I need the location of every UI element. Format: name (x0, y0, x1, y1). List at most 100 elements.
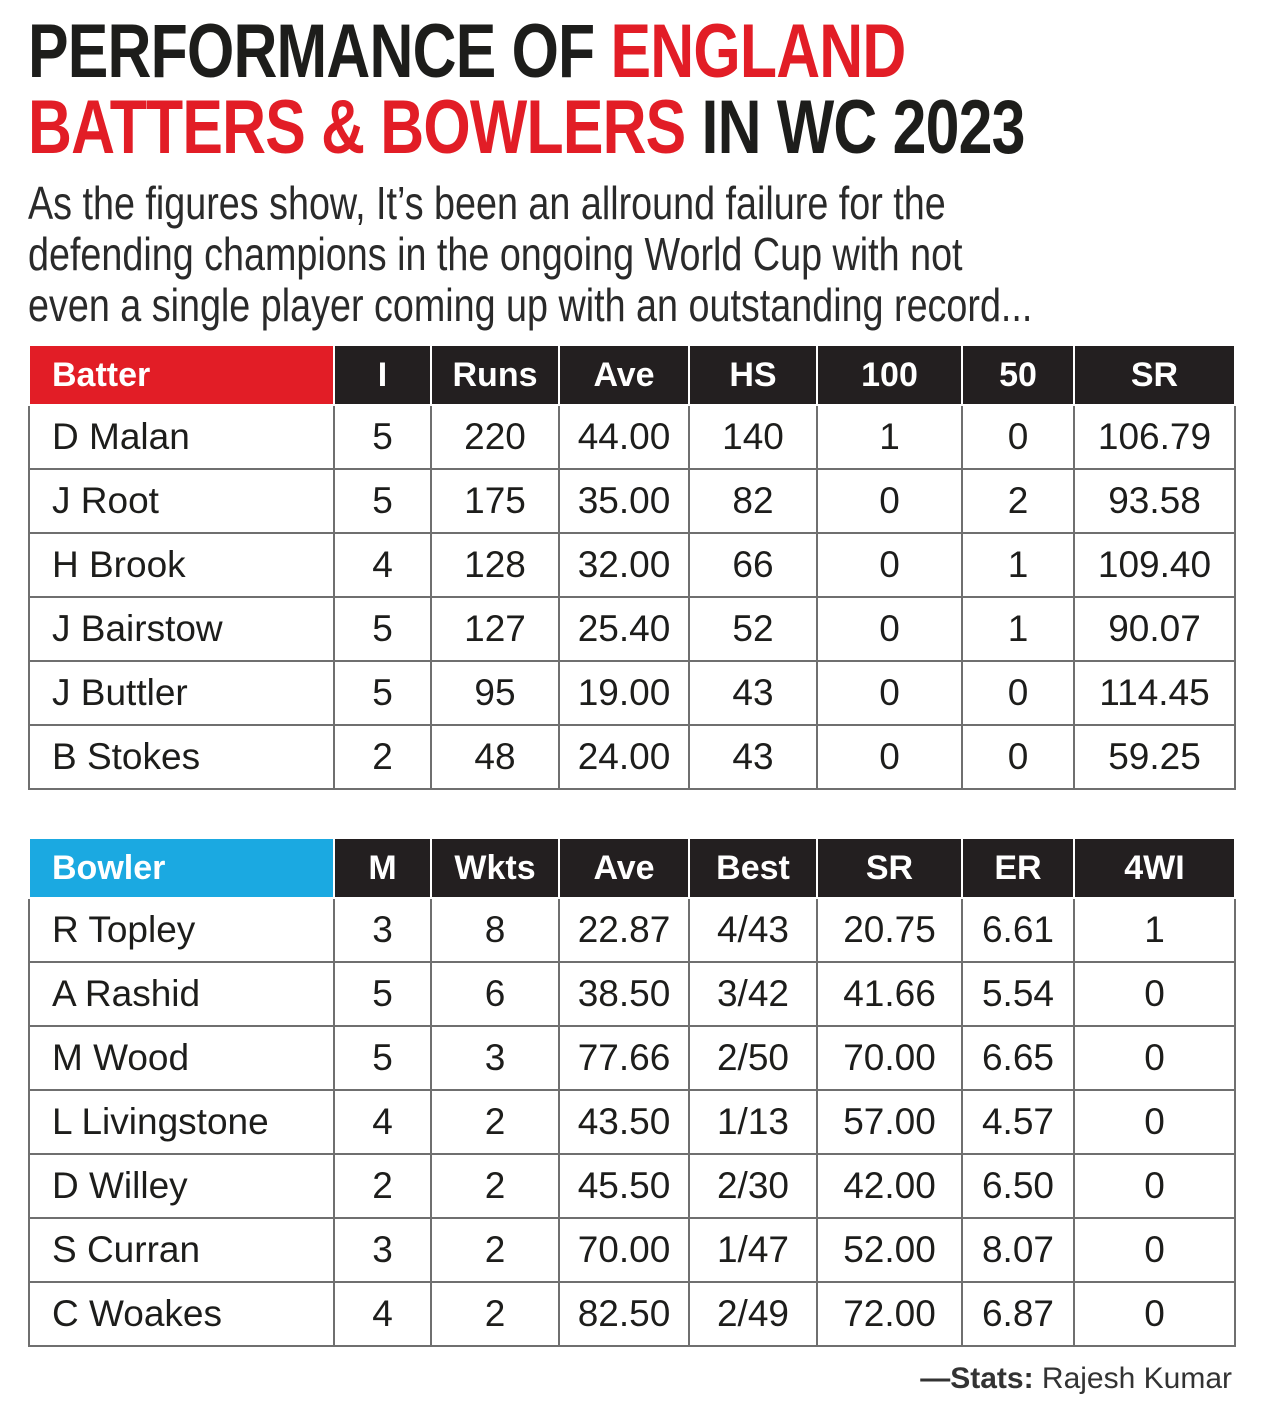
player-name-cell: B Stokes (28, 724, 335, 790)
column-header: 100 (816, 346, 963, 406)
stat-cell: 0 (1073, 1217, 1236, 1283)
table-row: D Malan 5 220 44.00 140 1 0 106.79 (28, 404, 1236, 470)
stat-cell: 1 (816, 404, 963, 470)
stat-cell: 114.45 (1073, 660, 1236, 726)
stat-cell: 70.00 (816, 1025, 963, 1091)
stat-cell: 6.87 (961, 1281, 1075, 1347)
stat-cell: 4 (333, 532, 432, 598)
stat-cell: 1 (1073, 897, 1236, 963)
stat-cell: 1 (961, 532, 1075, 598)
stat-cell: 5 (333, 596, 432, 662)
column-header: Runs (430, 346, 560, 406)
headline-part-red: BATTERS & BOWLERS (28, 85, 686, 170)
stat-cell: 5 (333, 404, 432, 470)
batters-table: Batter I Runs Ave HS 100 50 SR D Malan 5 220 44.00 1… (28, 346, 1236, 790)
stat-cell: 109.40 (1073, 532, 1236, 598)
headline: PERFORMANCE OF ENGLAND BATTERS & BOWLERS… (28, 14, 1025, 166)
column-header: Batter (28, 346, 335, 406)
stat-cell: 2/49 (688, 1281, 818, 1347)
table-row: J Buttler 5 95 19.00 43 0 0 114.45 (28, 660, 1236, 726)
stat-cell: 8.07 (961, 1217, 1075, 1283)
table-row: J Root 5 175 35.00 82 0 2 93.58 (28, 468, 1236, 534)
stat-cell: 4 (333, 1089, 432, 1155)
stat-cell: 66 (688, 532, 818, 598)
stat-cell: 1 (961, 596, 1075, 662)
stat-cell: 95 (430, 660, 560, 726)
stat-cell: 45.50 (558, 1153, 690, 1219)
stat-cell: 2 (430, 1281, 560, 1347)
stat-cell: 175 (430, 468, 560, 534)
stat-cell: 42.00 (816, 1153, 963, 1219)
stat-cell: 1/47 (688, 1217, 818, 1283)
column-header: Ave (558, 839, 690, 899)
header-row: Bowler M Wkts Ave Best SR ER 4WI (28, 839, 1236, 899)
stat-cell: 72.00 (816, 1281, 963, 1347)
table-row: D Willey 2 2 45.50 2/30 42.00 6.50 0 (28, 1153, 1236, 1219)
player-name-cell: C Woakes (28, 1281, 335, 1347)
stat-cell: 82.50 (558, 1281, 690, 1347)
column-header: 4WI (1073, 839, 1236, 899)
stat-cell: 2 (430, 1089, 560, 1155)
stat-cell: 4/43 (688, 897, 818, 963)
header-row: Batter I Runs Ave HS 100 50 SR (28, 346, 1236, 406)
column-header: SR (816, 839, 963, 899)
stat-cell: 2 (961, 468, 1075, 534)
player-name-cell: J Buttler (28, 660, 335, 726)
stat-cell: 128 (430, 532, 560, 598)
stat-cell: 20.75 (816, 897, 963, 963)
stat-cell: 2 (430, 1153, 560, 1219)
table-row: H Brook 4 128 32.00 66 0 1 109.40 (28, 532, 1236, 598)
stat-cell: 3 (333, 1217, 432, 1283)
table-row: C Woakes 4 2 82.50 2/49 72.00 6.87 0 (28, 1281, 1236, 1347)
stat-cell: 5.54 (961, 961, 1075, 1027)
credit-name: Rajesh Kumar (1033, 1362, 1232, 1395)
column-header: Bowler (28, 839, 335, 899)
stat-cell: 43 (688, 724, 818, 790)
credit-label: —Stats: (920, 1362, 1034, 1395)
column-header: HS (688, 346, 818, 406)
intro-line: defending champions in the ongoing World… (28, 228, 963, 280)
column-header: SR (1073, 346, 1236, 406)
stat-cell: 43.50 (558, 1089, 690, 1155)
table-row: A Rashid 5 6 38.50 3/42 41.66 5.54 0 (28, 961, 1236, 1027)
stat-cell: 0 (961, 660, 1075, 726)
stat-cell: 0 (1073, 1153, 1236, 1219)
stat-cell: 52 (688, 596, 818, 662)
stat-cell: 70.00 (558, 1217, 690, 1283)
stat-cell: 3 (430, 1025, 560, 1091)
stat-cell: 38.50 (558, 961, 690, 1027)
stat-cell: 0 (1073, 1281, 1236, 1347)
stat-cell: 0 (816, 468, 963, 534)
stat-cell: 0 (816, 532, 963, 598)
player-name-cell: D Willey (28, 1153, 335, 1219)
stat-cell: 35.00 (558, 468, 690, 534)
stat-cell: 3/42 (688, 961, 818, 1027)
player-name-cell: J Root (28, 468, 335, 534)
stat-cell: 106.79 (1073, 404, 1236, 470)
table-row: B Stokes 2 48 24.00 43 0 0 59.25 (28, 724, 1236, 790)
stat-cell: 6 (430, 961, 560, 1027)
stat-cell: 6.50 (961, 1153, 1075, 1219)
stat-cell: 0 (816, 724, 963, 790)
stat-cell: 0 (961, 724, 1075, 790)
player-name-cell: H Brook (28, 532, 335, 598)
bowlers-table: Bowler M Wkts Ave Best SR ER 4WI R Topley 3 8 22.87… (28, 839, 1236, 1347)
player-name-cell: S Curran (28, 1217, 335, 1283)
column-header: ER (961, 839, 1075, 899)
headline-part: PERFORMANCE OF (28, 9, 611, 94)
player-name-cell: M Wood (28, 1025, 335, 1091)
table-row: M Wood 5 3 77.66 2/50 70.00 6.65 0 (28, 1025, 1236, 1091)
stat-cell: 1/13 (688, 1089, 818, 1155)
table-row: S Curran 3 2 70.00 1/47 52.00 8.07 0 (28, 1217, 1236, 1283)
stat-cell: 93.58 (1073, 468, 1236, 534)
column-header: Best (688, 839, 818, 899)
stat-cell: 32.00 (558, 532, 690, 598)
stat-cell: 6.65 (961, 1025, 1075, 1091)
stat-cell: 5 (333, 660, 432, 726)
credit: —Stats: Rajesh Kumar (920, 1362, 1232, 1396)
stat-cell: 22.87 (558, 897, 690, 963)
stat-cell: 0 (961, 404, 1075, 470)
column-header: Wkts (430, 839, 560, 899)
stat-cell: 2 (333, 724, 432, 790)
column-header: 50 (961, 346, 1075, 406)
